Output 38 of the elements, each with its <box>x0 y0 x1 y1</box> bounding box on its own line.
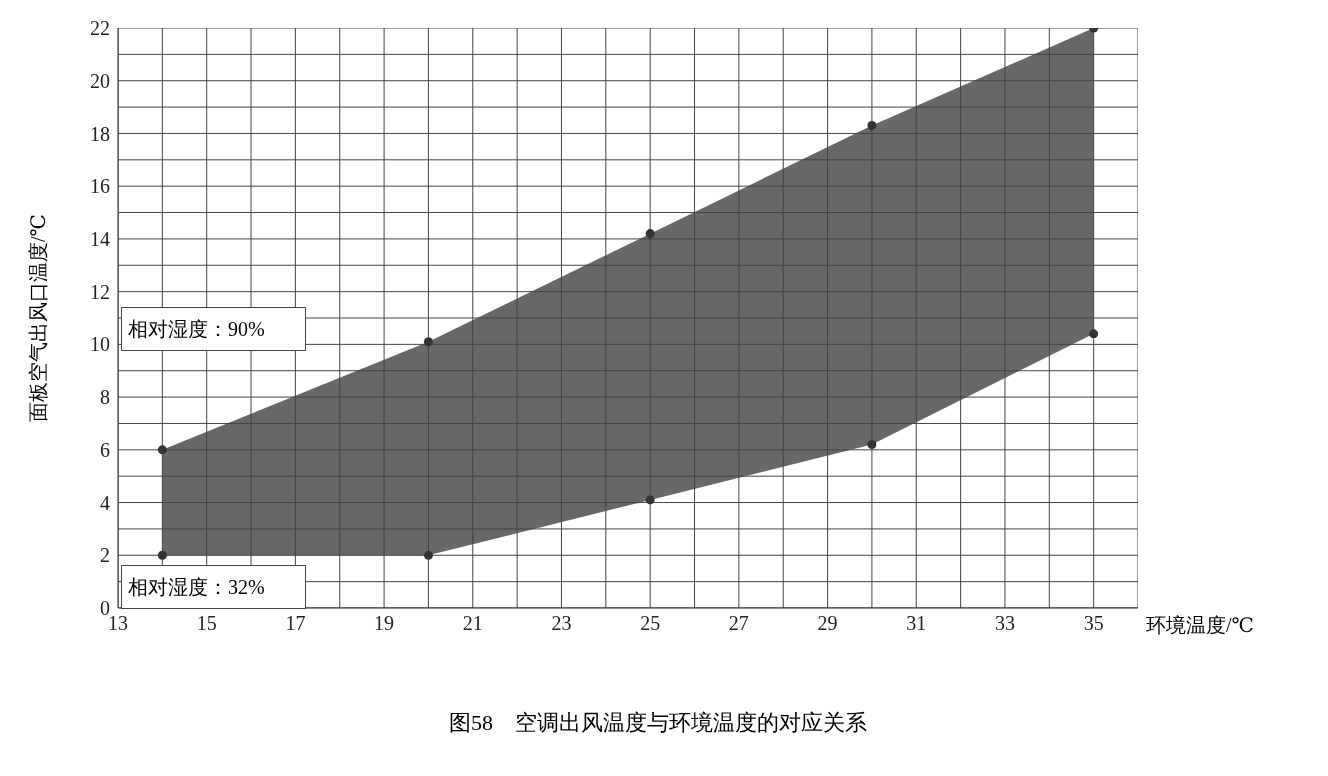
point <box>645 495 655 505</box>
annotation: 相对湿度：32% <box>121 564 306 609</box>
point <box>867 121 877 131</box>
y-tick-label: 14 <box>90 228 110 251</box>
y-tick-label: 10 <box>90 333 110 356</box>
point <box>423 550 433 560</box>
y-tick-label: 12 <box>90 280 110 303</box>
x-tick-label: 15 <box>196 612 217 635</box>
y-tick-label: 22 <box>90 17 110 40</box>
y-tick-label: 2 <box>100 544 110 567</box>
x-tick-label: 13 <box>108 612 128 635</box>
text: 图58 空调出风温度与环境温度的对应关系 <box>448 709 868 737</box>
point <box>157 445 167 455</box>
y-tick-label: 6 <box>100 438 110 461</box>
point <box>423 337 433 347</box>
y-tick-label: 16 <box>90 175 110 198</box>
x-tick-label: 25 <box>640 612 661 635</box>
x-tick-label: 19 <box>374 612 395 635</box>
point <box>1089 329 1099 339</box>
x-tick-label: 27 <box>728 612 749 635</box>
x-tick-label: 21 <box>462 612 483 635</box>
x-axis-title: 环境温度/℃ <box>1146 613 1254 638</box>
annotation: 相对湿度：90% <box>121 306 306 351</box>
x-tick-label: 35 <box>1083 612 1104 635</box>
x-tick-label: 33 <box>994 612 1015 635</box>
y-axis-title: 面板空气出风口温度/℃ <box>25 214 50 422</box>
x-tick-label: 17 <box>285 612 306 635</box>
y-tick-label: 4 <box>100 491 110 514</box>
point <box>645 229 655 239</box>
y-tick-label: 18 <box>90 122 110 145</box>
y-tick-label: 0 <box>100 597 110 620</box>
x-tick-label: 23 <box>551 612 572 635</box>
x-tick-label: 31 <box>906 612 927 635</box>
point <box>867 440 877 450</box>
y-tick-label: 20 <box>90 69 110 92</box>
y-tick-label: 8 <box>100 386 110 409</box>
x-tick-label: 29 <box>817 612 838 635</box>
point <box>157 550 167 560</box>
